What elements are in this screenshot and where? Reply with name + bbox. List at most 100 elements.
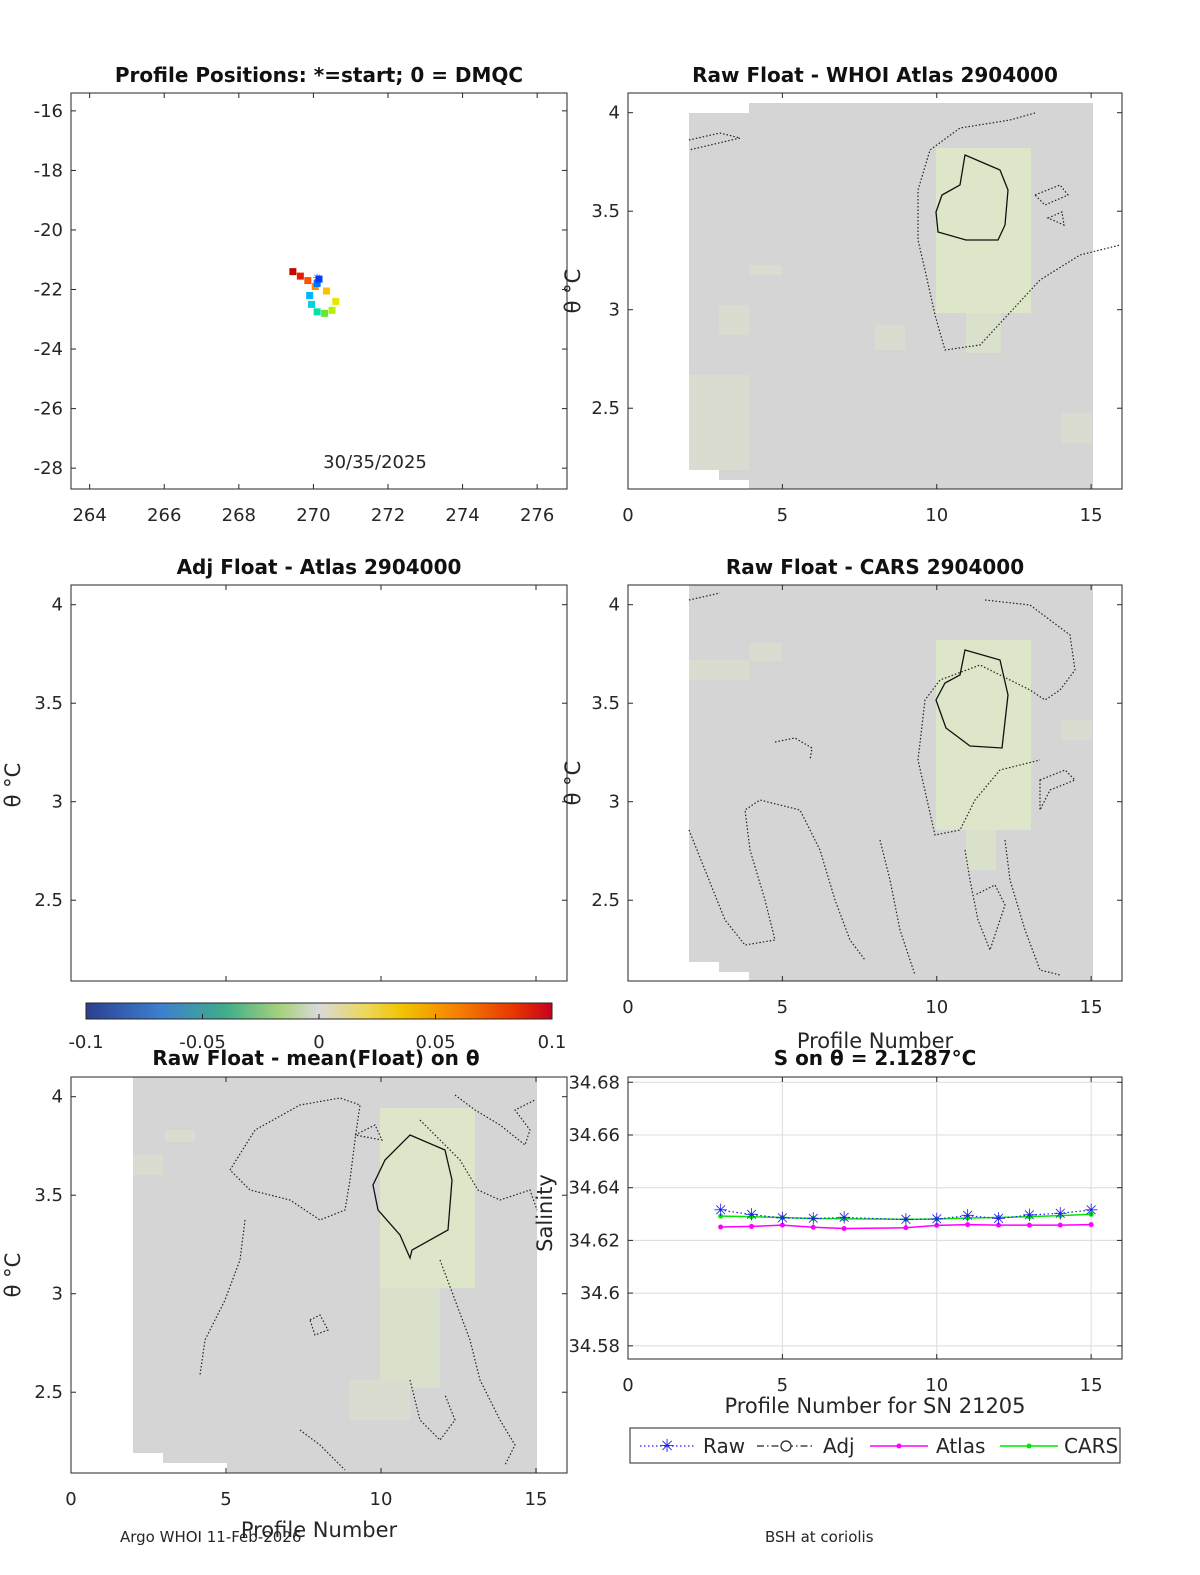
salinity-ticks: 0 5 10 15 34.58 34.6 34.62 34.64 34.66 3… (568, 1072, 1102, 1396)
salinity-ytick: 34.62 (568, 1230, 620, 1251)
map-track: ✳ (289, 268, 340, 317)
mean-contour (229, 1097, 361, 1221)
legend-raw-star-icon: ✳ (659, 1436, 674, 1457)
footer-left: Argo WHOI 11-Feb-2026 (120, 1528, 301, 1546)
legend-item-cars: CARS (1000, 1434, 1118, 1458)
salinity-xtick: 10 (925, 1375, 948, 1396)
whoi-gap (689, 103, 749, 113)
mean-contour (439, 1259, 516, 1466)
cars-contour-solid (935, 649, 1009, 749)
salinity-xtick: 15 (1080, 1375, 1103, 1396)
map-ytick: -22 (34, 280, 63, 301)
map-xtick: 274 (445, 505, 479, 526)
cars-ytick: 2.5 (591, 890, 620, 911)
legend-atlas-label: Atlas (936, 1434, 985, 1458)
salinity-point-atlas (903, 1225, 909, 1231)
map-start-star-icon: ✳ (313, 272, 322, 285)
colorbar-tick: 0 (313, 1032, 324, 1053)
salinity-point-atlas (810, 1224, 816, 1230)
map-point (332, 297, 340, 305)
whoi-ytick: 2.5 (591, 398, 620, 419)
map-ytick: -24 (34, 339, 63, 360)
legend-item-atlas: Atlas (870, 1434, 985, 1458)
legend-atlas-dot-icon (896, 1443, 902, 1449)
map-date-label: 30/35/2025 (323, 452, 427, 473)
map-point (322, 287, 330, 295)
mean-xtick: 5 (220, 1489, 231, 1510)
legend-item-raw: ✳ Raw (640, 1434, 745, 1458)
salinity-title: S on θ = 2.1287°C (774, 1046, 977, 1070)
whoi-green-cell (936, 148, 1031, 313)
whoi-ylabel: θ °C (561, 269, 585, 314)
whoi-contour (1046, 211, 1065, 226)
map-point (306, 291, 314, 299)
map-panel: Profile Positions: *=start; 0 = DMQC 264… (34, 63, 568, 526)
whoi-green-cell (750, 265, 782, 275)
salinity-point-cars (965, 1215, 971, 1221)
salinity-point-cars (903, 1216, 909, 1222)
mean-gap (163, 1463, 227, 1473)
whoi-xtick: 0 (622, 505, 633, 526)
cars-ylabel: θ °C (561, 761, 585, 806)
map-point (313, 280, 321, 288)
salinity-point-atlas (1026, 1222, 1032, 1228)
map-xtick: 264 (72, 505, 106, 526)
cars-contour (917, 599, 1076, 836)
cars-contour (774, 737, 813, 761)
salinity-point-atlas (841, 1226, 847, 1232)
salinity-xlabel: Profile Number for SN 21205 (724, 1394, 1025, 1418)
adj-ylabel: θ °C (1, 763, 25, 808)
cars-green-cell (966, 830, 996, 870)
cars-xtick: 10 (925, 997, 948, 1018)
map-point (304, 277, 312, 285)
whoi-contour (688, 132, 741, 151)
mean-ylabel: θ °C (1, 1253, 25, 1298)
map-ytick: -26 (34, 399, 63, 420)
adj-ticks: 2.5 3 3.5 4 (34, 595, 63, 912)
salinity-line-raw (720, 1209, 1092, 1221)
cars-gap (719, 972, 749, 981)
whoi-ytick: 3 (609, 300, 620, 321)
adj-axes-box (70, 584, 568, 982)
salinity-point-raw: ✳ (1022, 1206, 1036, 1226)
mean-xtick: 0 (65, 1489, 76, 1510)
mean-xtick: 10 (370, 1489, 393, 1510)
map-ytick: -20 (34, 220, 63, 241)
salinity-point-raw: ✳ (744, 1206, 758, 1226)
salinity-ytick: 34.68 (568, 1072, 620, 1093)
cars-field (689, 585, 1093, 981)
salinity-point-atlas (1088, 1222, 1094, 1228)
cars-contour (688, 799, 866, 961)
whoi-ytick: 3.5 (591, 201, 620, 222)
mean-panel: Raw Float - mean(Float) on θ 0 5 (1, 1046, 568, 1542)
cars-green-cell (1062, 720, 1092, 740)
cars-ytick: 3.5 (591, 693, 620, 714)
adj-ytick: 2.5 (34, 890, 63, 911)
whoi-field (689, 103, 1093, 489)
legend-item-adj: Adj (757, 1434, 855, 1458)
cars-ytick: 4 (609, 595, 620, 616)
cars-bg-field (689, 585, 1093, 981)
map-point (313, 308, 321, 316)
whoi-xtick: 15 (1080, 505, 1103, 526)
mean-ytick: 2.5 (34, 1382, 63, 1403)
mean-green-cell (380, 1288, 440, 1388)
map-point (315, 275, 323, 283)
colorbar-tick: 0.05 (415, 1032, 455, 1053)
cars-axes-frame (627, 584, 1123, 982)
whoi-green-cell (719, 305, 749, 335)
mean-ytick: 3 (52, 1284, 63, 1305)
mean-contour (454, 1094, 536, 1147)
cars-green-cell (689, 660, 749, 680)
whoi-green-cell (689, 375, 749, 470)
colorbar-tick: -0.05 (179, 1032, 226, 1053)
map-xtick: 270 (296, 505, 330, 526)
mean-xlabel: Profile Number (241, 1518, 398, 1542)
mean-axes-frame (70, 1076, 568, 1474)
cars-contour (879, 839, 916, 976)
colorbar-tick: -0.1 (68, 1032, 103, 1053)
cars-xtick: 0 (622, 997, 633, 1018)
map-point (289, 268, 297, 276)
whoi-contour (1033, 184, 1069, 206)
